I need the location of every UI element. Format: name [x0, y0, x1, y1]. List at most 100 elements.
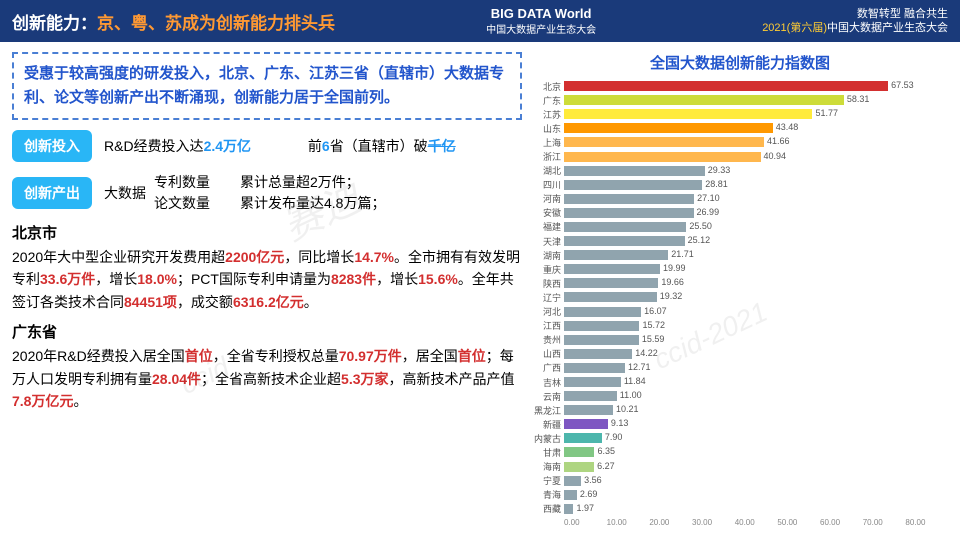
bar [564, 137, 764, 147]
bar [564, 433, 602, 443]
bar-track: 14.22 [564, 349, 948, 359]
bar-value: 11.00 [620, 390, 642, 400]
beijing-title: 北京市 [12, 222, 522, 246]
header-right: 数智转型 融合共生 2021(第六届)中国大数据产业生态大会 [762, 7, 948, 36]
bar-label: 云南 [532, 390, 564, 403]
bar-label: 吉林 [532, 376, 564, 389]
bar [564, 264, 660, 274]
output-right: 累计总量超2万件； 累计发布量达4.8万篇； [240, 172, 385, 214]
bar-label: 安徽 [532, 206, 564, 219]
bar-value: 29.33 [708, 165, 731, 175]
bar-track: 19.66 [564, 278, 948, 288]
title-highlight: 京、粤、苏成为创新能力排头兵 [97, 14, 335, 33]
bar-track: 7.90 [564, 433, 948, 443]
bar-label: 辽宁 [532, 291, 564, 304]
bar-label: 天津 [532, 235, 564, 248]
bar-track: 6.35 [564, 447, 948, 457]
bar [564, 236, 685, 246]
bar-label: 宁夏 [532, 474, 564, 487]
bar-row: 广东58.31 [532, 93, 948, 107]
bar-track: 19.99 [564, 264, 948, 274]
bar-value: 27.10 [697, 193, 720, 203]
bar-row: 江西15.72 [532, 319, 948, 333]
bar-row: 山西 14.22 [532, 347, 948, 361]
bar-label: 西藏 [532, 502, 564, 515]
bar-row: 海南 6.27 [532, 460, 948, 474]
left-panel: 受惠于较高强度的研发投入，北京、广东、江苏三省（直辖市）大数据专利、论文等创新产… [12, 52, 522, 530]
bar-track: 41.66 [564, 137, 948, 147]
bar-track: 6.27 [564, 462, 948, 472]
bar [564, 490, 577, 500]
bar-value: 58.31 [847, 94, 870, 104]
bar-track: 43.48 [564, 123, 948, 133]
bar-row: 福建25.50 [532, 220, 948, 234]
bar [564, 250, 668, 260]
bar-value: 7.90 [605, 432, 623, 442]
output-left: 专利数量 论文数量 [154, 172, 210, 214]
bar-value: 9.13 [611, 418, 629, 428]
bar-row: 北京67.53 [532, 79, 948, 93]
bar [564, 447, 594, 457]
bar-label: 湖南 [532, 249, 564, 262]
bar-track: 10.21 [564, 405, 948, 415]
output-row: 创新产出 大数据 专利数量 论文数量 累计总量超2万件； 累计发布量达4.8万篇… [12, 172, 522, 214]
bar-row: 辽宁19.32 [532, 290, 948, 304]
beijing-section: 北京市 2020年大中型企业研究开发费用超2200亿元，同比增长14.7%。全市… [12, 222, 522, 313]
bar [564, 391, 617, 401]
bar [564, 377, 621, 387]
title-prefix: 创新能力： [12, 14, 97, 33]
bar-row: 青海2.69 [532, 488, 948, 502]
bar-value: 3.56 [584, 475, 602, 485]
header-r1: 数智转型 融合共生 [762, 7, 948, 21]
bar-label: 山东 [532, 122, 564, 135]
bar-track: 29.33 [564, 166, 948, 176]
header: 创新能力：京、粤、苏成为创新能力排头兵 BIG DATA World 中国大数据… [0, 0, 960, 42]
bar-track: 12.71 [564, 363, 948, 373]
bar-row: 浙江40.94 [532, 149, 948, 163]
guangdong-title: 广东省 [12, 321, 522, 345]
bar-value: 6.27 [597, 461, 615, 471]
bar-row: 宁夏 3.56 [532, 474, 948, 488]
bar-label: 内蒙古 [532, 432, 564, 445]
bar-track: 19.32 [564, 292, 948, 302]
bar-label: 海南 [532, 460, 564, 473]
bar-value: 41.66 [767, 136, 790, 146]
bar-row: 安徽26.99 [532, 206, 948, 220]
bar-track: 2.69 [564, 490, 948, 500]
bar [564, 419, 608, 429]
chart-title: 全国大数据创新能力指数图 [532, 52, 948, 73]
bar-value: 19.99 [663, 263, 686, 273]
bar [564, 405, 613, 415]
bar-row: 广西 12.71 [532, 361, 948, 375]
bar-label: 福建 [532, 220, 564, 233]
bar-row: 西藏1.97 [532, 502, 948, 516]
bar-track: 9.13 [564, 419, 948, 429]
bar [564, 81, 888, 91]
bar-label: 河南 [532, 192, 564, 205]
bar [564, 363, 625, 373]
bar-value: 12.71 [628, 362, 651, 372]
content: 受惠于较高强度的研发投入，北京、广东、江苏三省（直辖市）大数据专利、论文等创新产… [0, 42, 960, 540]
input-tag: 创新投入 [12, 130, 92, 162]
bar-track: 67.53 [564, 81, 948, 91]
bar-row: 天津25.12 [532, 234, 948, 248]
bar-label: 山西 [532, 347, 564, 360]
bar-label: 新疆 [532, 418, 564, 431]
bar-label: 广西 [532, 361, 564, 374]
bar-row: 陕西19.66 [532, 276, 948, 290]
bar-row: 甘肃6.35 [532, 445, 948, 459]
bar [564, 152, 761, 162]
bar-value: 16.07 [644, 306, 667, 316]
bar-value: 14.22 [635, 348, 658, 358]
bar-value: 67.53 [891, 80, 914, 90]
logo: BIG DATA World 中国大数据产业生态大会 [486, 6, 596, 36]
bar-row: 上海41.66 [532, 135, 948, 149]
bar-label: 陕西 [532, 277, 564, 290]
bar [564, 462, 594, 472]
bar [564, 307, 641, 317]
bar-track: 51.77 [564, 109, 948, 119]
bar-row: 云南 11.00 [532, 389, 948, 403]
bar [564, 222, 686, 232]
guangdong-body: 2020年R&D经费投入居全国首位，全省专利授权总量70.97万件，居全国首位；… [12, 345, 522, 412]
bar [564, 278, 658, 288]
